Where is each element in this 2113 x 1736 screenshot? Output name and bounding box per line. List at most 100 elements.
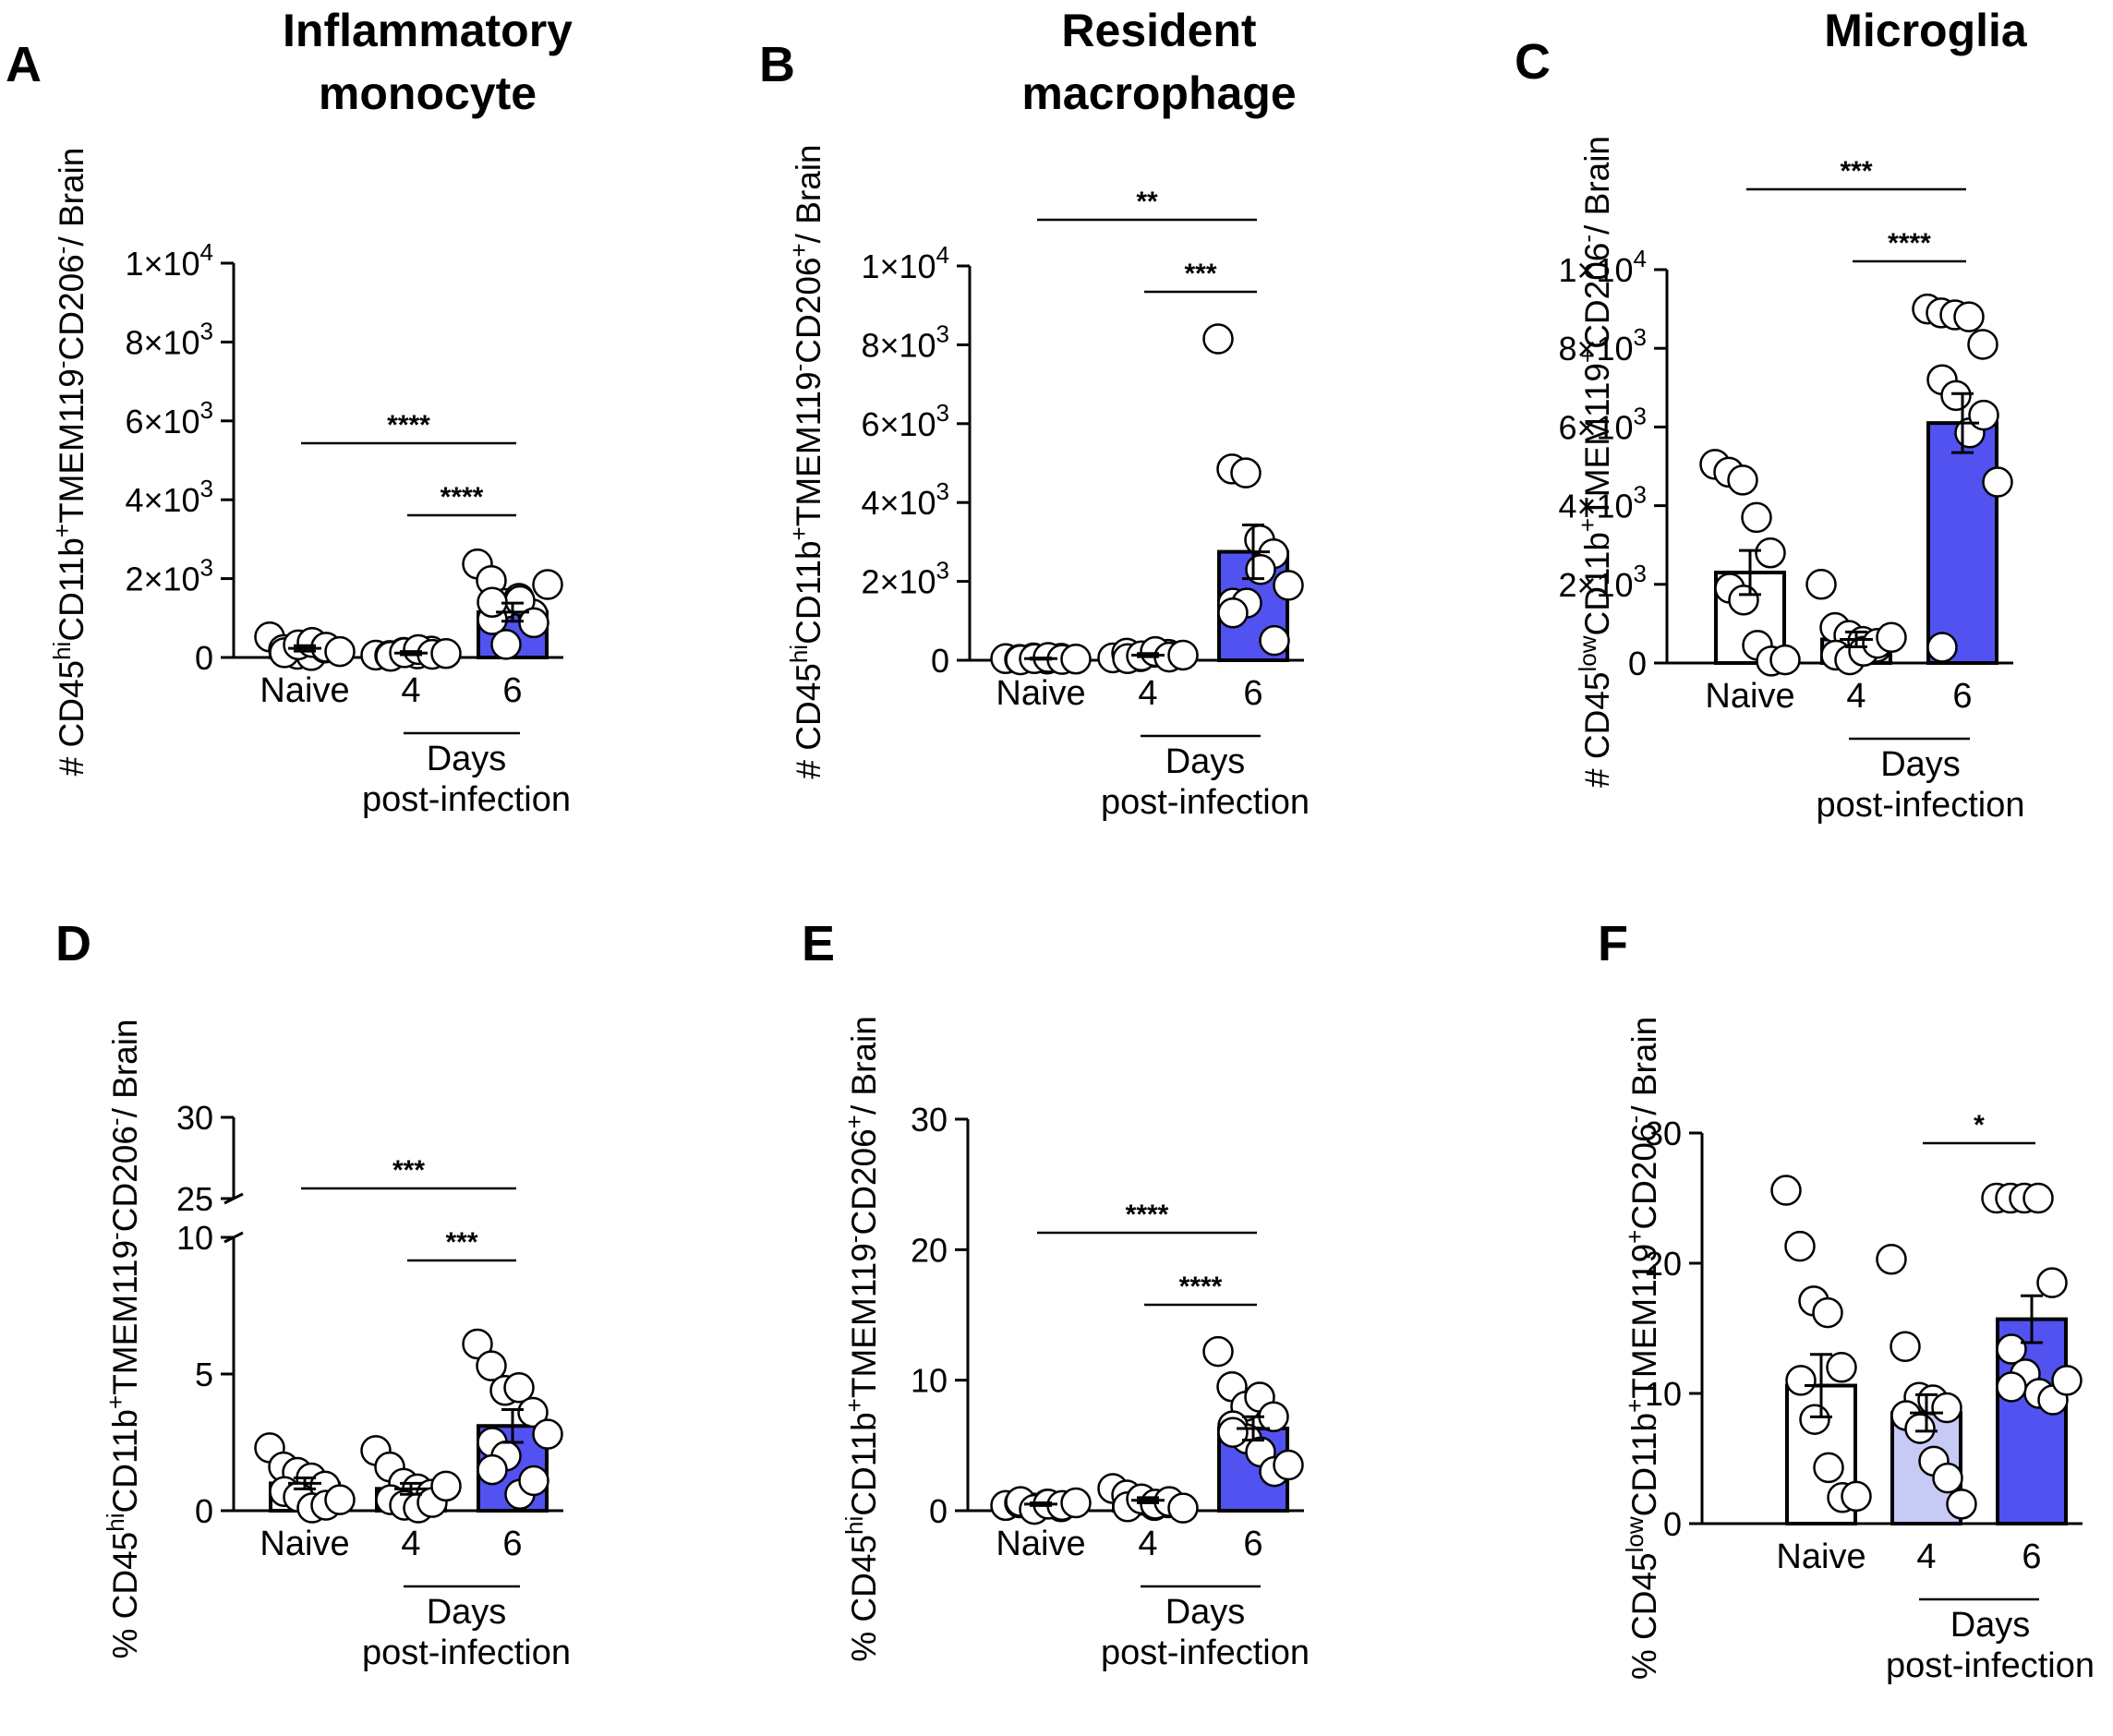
y-tick-label-base: 8×10 [1558, 330, 1633, 368]
data-point [1785, 1365, 1817, 1396]
y-axis-label-part: CD11b [53, 537, 91, 641]
data-point [1259, 624, 1290, 657]
y-tick-label-base: 1×10 [125, 245, 199, 283]
y-tick-label-base: 4×10 [125, 481, 199, 519]
y-axis-label: # CD45lowCD11b+TMEM119+CD206-/ Brain [1574, 136, 1616, 788]
data-point [1890, 1331, 1921, 1362]
days-label: Days [427, 740, 507, 778]
data-point [1060, 1487, 1092, 1519]
y-tick-label: 4×103 [125, 475, 213, 519]
y-axis-label-part: - [1574, 235, 1601, 243]
x-tick-label: Naive [260, 1525, 349, 1563]
panel-letter: E [802, 916, 835, 971]
y-axis-label-part: - [48, 360, 76, 368]
data-point [1841, 1480, 1872, 1513]
x-tick-label: Naive [1776, 1537, 1865, 1576]
x-tick-label: 6 [502, 1525, 522, 1563]
y-tick-label: 2×103 [1558, 560, 1647, 604]
y-axis-label-part: hi [48, 642, 76, 660]
y-tick-label: 2×103 [861, 557, 949, 601]
y-tick-label: 10 [1645, 1375, 1682, 1413]
y-axis-label-part: / Brain [1578, 136, 1616, 235]
data-point [476, 1350, 507, 1381]
y-tick-label: 30 [1645, 1115, 1682, 1152]
panel-letter: C [1515, 34, 1551, 90]
y-axis-label-part: - [48, 247, 76, 255]
x-tick-label: Naive [996, 674, 1085, 713]
y-axis-label-part: # CD45 [790, 663, 827, 778]
y-axis-label-part: - [102, 1232, 129, 1240]
data-point [1826, 1352, 1857, 1383]
y-axis-label-part: + [840, 1115, 868, 1128]
y-tick-label: 2×103 [125, 554, 213, 598]
y-axis-label-part: + [1574, 518, 1601, 532]
data-point [1996, 1333, 2027, 1365]
days-label: Days [1880, 745, 1961, 784]
y-tick-label-exponent: 3 [936, 477, 949, 505]
panel-title: Resident [1061, 5, 1257, 56]
data-point [1932, 1462, 1963, 1494]
y-tick-label-exponent: 3 [1634, 402, 1647, 429]
x-tick-label: 4 [401, 671, 420, 710]
post-infection-label: post-infection [1816, 786, 2024, 825]
y-tick-label-exponent: 3 [200, 475, 213, 502]
x-tick-label: 6 [1243, 1525, 1262, 1563]
y-axis-label-part: TMEM119 [1625, 1244, 1663, 1399]
y-axis-label-part: CD206 [1578, 243, 1616, 349]
y-axis-label-part: CD11b [1578, 532, 1616, 635]
data-point [462, 1328, 493, 1360]
data-point [1217, 1417, 1249, 1448]
y-axis-label-part: / Brain [53, 148, 91, 247]
data-point [1273, 1449, 1304, 1481]
data-point [1202, 1335, 1234, 1368]
days-label: Days [1165, 1593, 1246, 1632]
post-infection-label: post-infection [362, 1634, 571, 1672]
x-tick-label: 4 [1138, 1525, 1157, 1563]
significance-label: **** [441, 482, 484, 512]
y-axis-label-part: + [1574, 349, 1601, 363]
days-label: Days [427, 1593, 507, 1632]
data-point [1967, 329, 1998, 360]
y-axis-label-part: TMEM119 [845, 1243, 883, 1398]
data-point [1741, 501, 1772, 534]
y-axis-label-part: + [1621, 1230, 1648, 1244]
y-axis-label-part: - [785, 364, 813, 372]
y-axis-label-part: low [1574, 635, 1601, 671]
data-point [1217, 597, 1249, 629]
y-tick-label-base: 1×10 [861, 247, 936, 285]
data-point [1273, 570, 1304, 601]
data-point [1770, 1175, 1802, 1206]
y-tick-label: 0 [195, 639, 213, 677]
y-tick-label-base: 1×10 [1558, 251, 1633, 289]
post-infection-label: post-infection [1101, 783, 1310, 822]
data-point [477, 1453, 508, 1486]
data-point [1727, 464, 1758, 496]
data-point [1812, 1296, 1843, 1329]
data-point [1996, 1371, 2027, 1403]
data-point [1167, 639, 1199, 671]
significance-label: *** [392, 1155, 425, 1186]
y-tick-label: 0 [195, 1492, 213, 1530]
data-point [1904, 1413, 1936, 1444]
y-tick-label-base: 4×10 [1558, 488, 1633, 525]
y-axis-label-part: CD11b [1625, 1413, 1663, 1516]
y-axis-label-part: TMEM119 [1578, 363, 1616, 518]
y-tick-label: 5 [195, 1356, 213, 1393]
data-point [2051, 1365, 2083, 1396]
post-infection-label: post-infection [1101, 1634, 1310, 1672]
y-axis-label-part: - [840, 1236, 868, 1244]
y-tick-label-exponent: 3 [1634, 560, 1647, 587]
days-label: Days [1950, 1606, 2031, 1645]
y-axis-label-part: low [1621, 1516, 1648, 1552]
panel-letter: A [6, 37, 42, 92]
x-tick-label: 6 [1243, 674, 1262, 713]
significance-label: **** [1126, 1200, 1169, 1230]
y-axis-label: % CD45hiCD11b+TMEM119-CD206-/ Brain [102, 1019, 144, 1658]
x-tick-label: Naive [1705, 677, 1794, 716]
y-tick-label: 6×103 [1558, 402, 1647, 446]
y-axis-label-part: % CD45 [845, 1535, 883, 1662]
panel-f: F% CD45lowCD11b+TMEM119+CD206-/ Brain010… [1598, 916, 2095, 1685]
y-tick-label: 30 [176, 1099, 213, 1137]
data-point [518, 607, 549, 639]
